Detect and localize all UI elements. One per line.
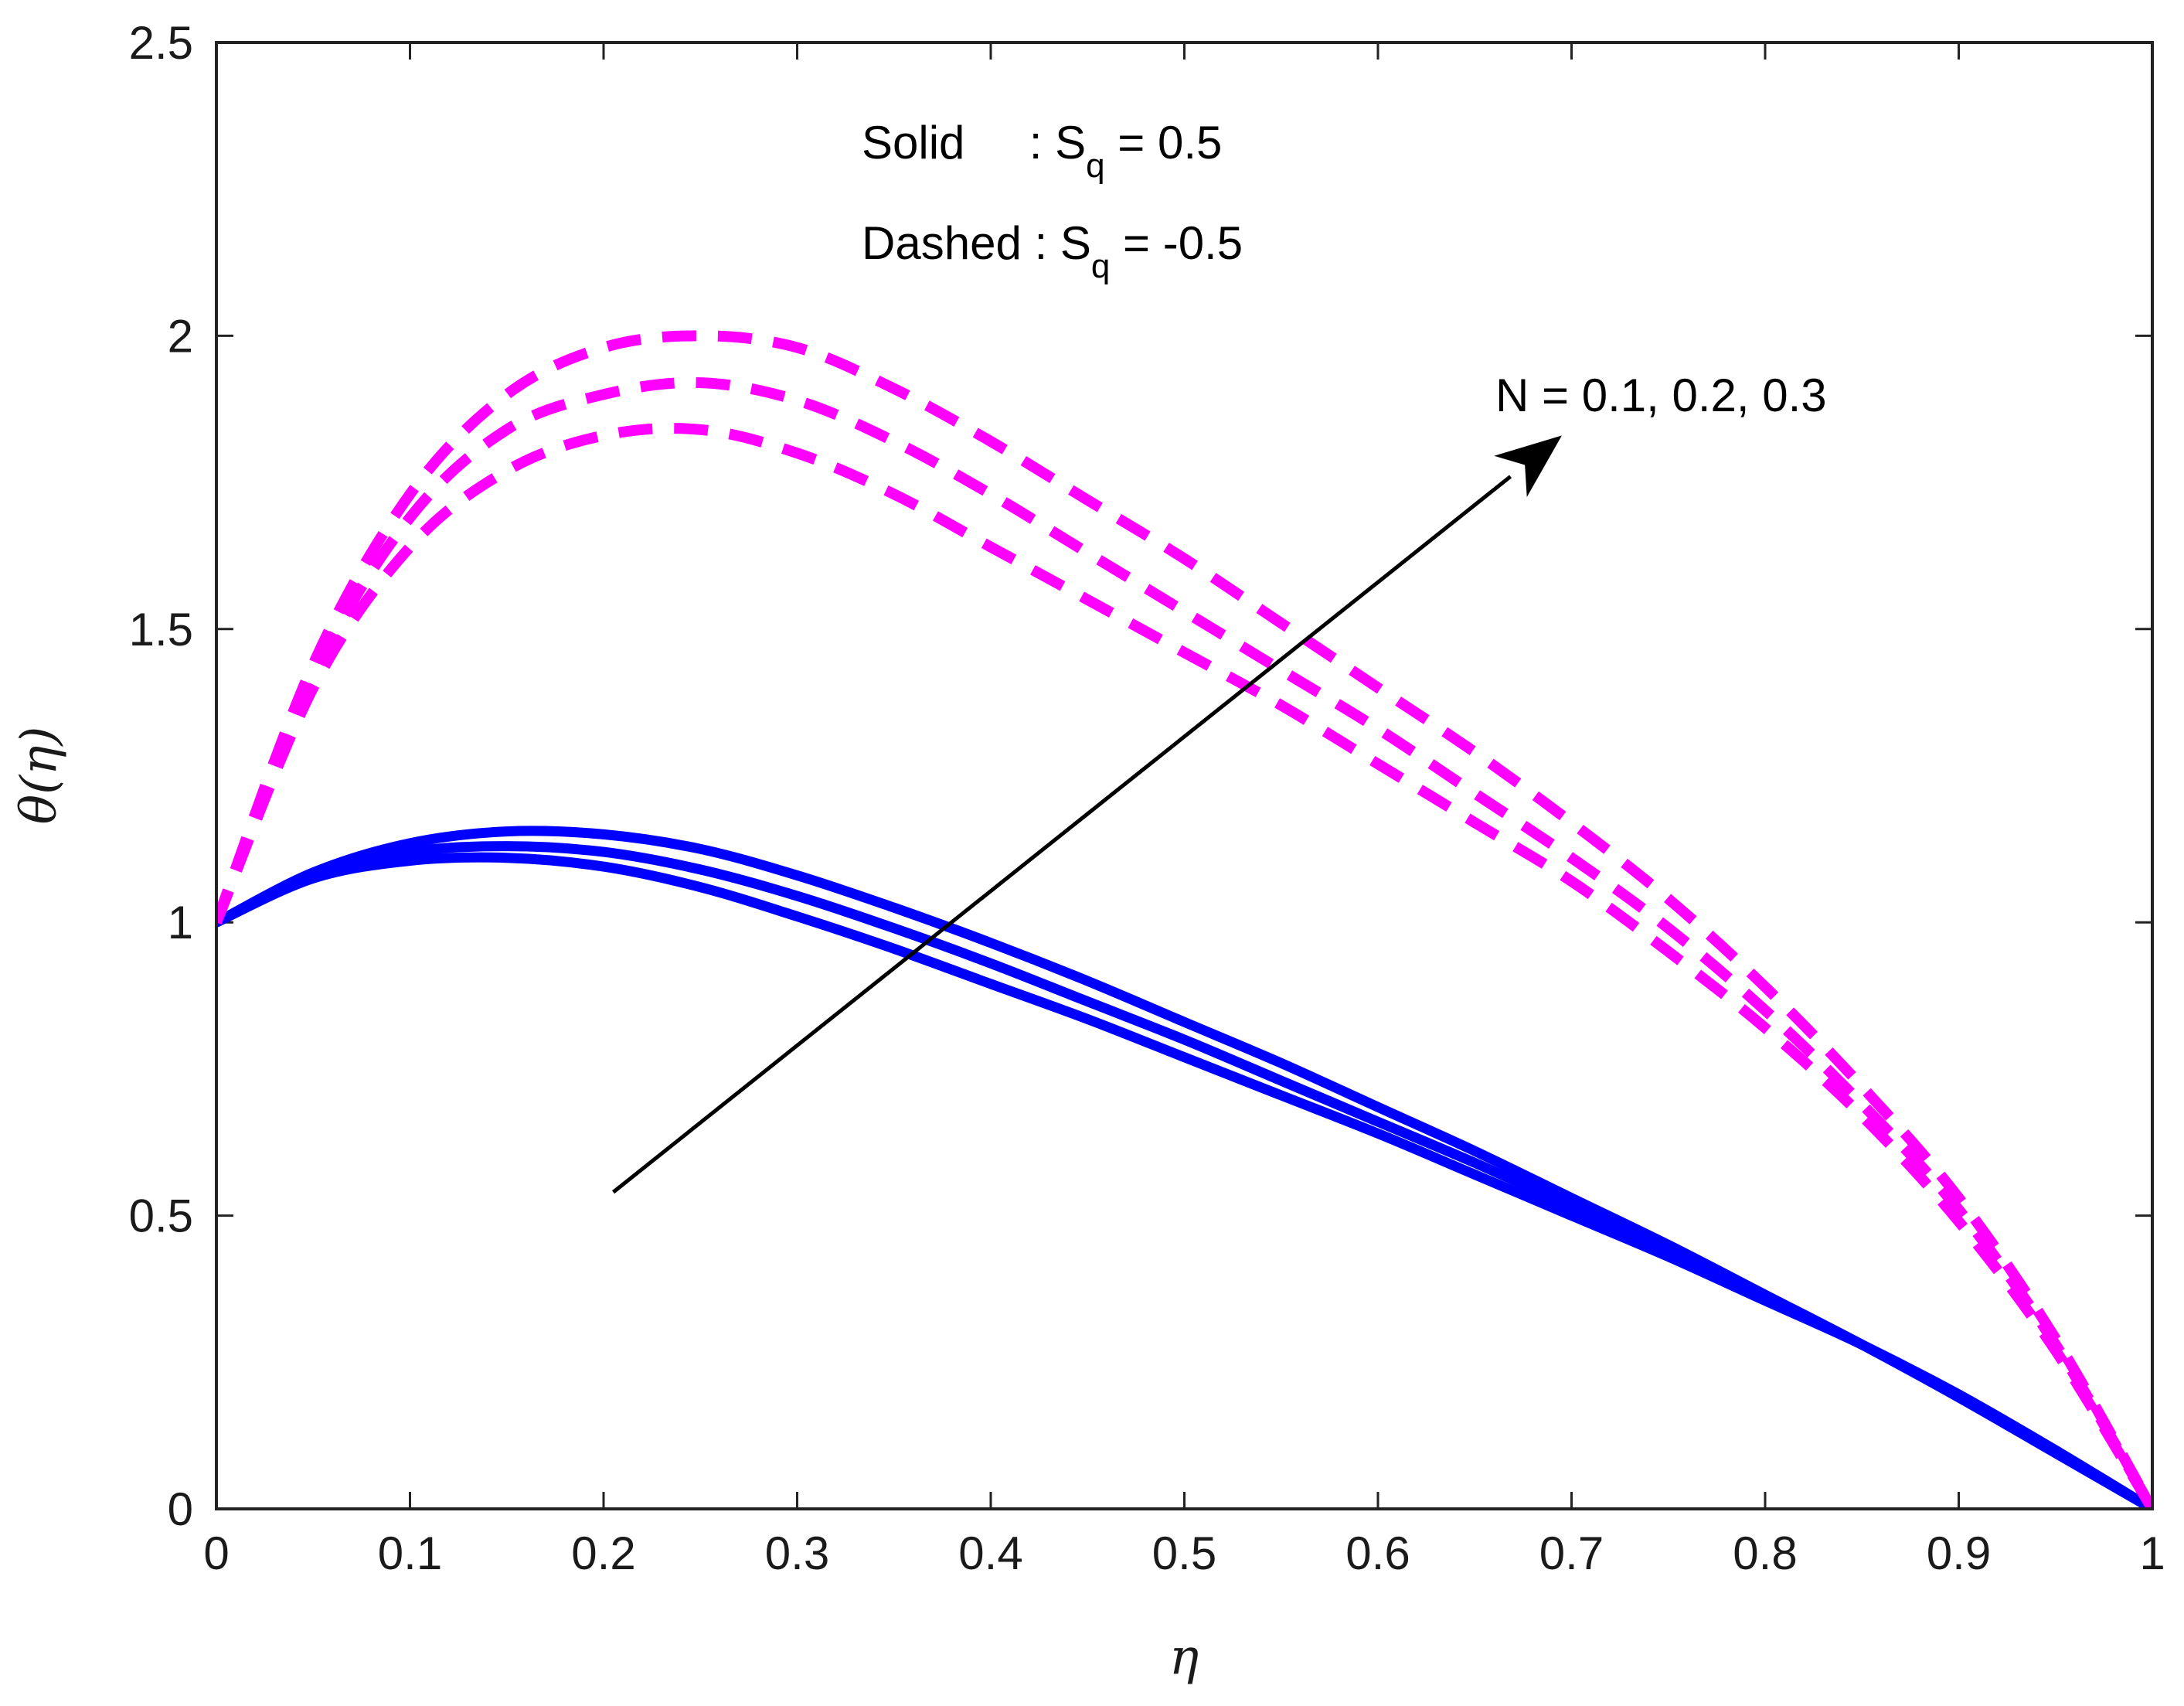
- x-tick-label: 0.9: [1927, 1527, 1991, 1579]
- legend-dashed-value: = -0.5: [1110, 217, 1243, 269]
- series-line-dashed-1: [216, 423, 2152, 1509]
- legend-dashed-text: Dashed : Sq = -0.5: [862, 217, 1243, 285]
- arrow-shaft: [611, 475, 1512, 1194]
- legend-dashed-sub: q: [1091, 247, 1110, 285]
- plot-frame: [215, 41, 2154, 1510]
- y-tick-label: 1.5: [129, 604, 193, 655]
- arrow-annotation: [611, 435, 1562, 1194]
- y-axis-title: θ(η): [11, 727, 68, 825]
- x-tick-label: 0.2: [571, 1527, 635, 1579]
- legend-solid: Solid : Sq = 0.5: [862, 117, 1222, 185]
- series-line-dashed-2: [216, 376, 2152, 1509]
- y-tick-label: 2: [168, 310, 193, 362]
- x-tick-label: 0.6: [1345, 1527, 1410, 1579]
- y-tick-label: 0: [168, 1483, 193, 1535]
- x-tick-label: 1: [2139, 1527, 2165, 1579]
- legend-dashed: Dashed : Sq = -0.5: [862, 217, 1243, 285]
- legend-dashed-label: Dashed : S: [862, 217, 1091, 269]
- x-tick-label: 0: [203, 1527, 229, 1579]
- x-tick-label: 0.3: [765, 1527, 829, 1579]
- legend-solid-text: Solid : Sq = 0.5: [862, 117, 1222, 185]
- legend-solid-sub: q: [1086, 147, 1104, 185]
- x-tick-label: 0.5: [1152, 1527, 1216, 1579]
- series-layer: [216, 330, 2152, 1509]
- y-tick-label: 0.5: [129, 1190, 193, 1242]
- y-tick-label: 2.5: [129, 17, 193, 69]
- tick-labels: 0 0.1 0.2 0.3 0.4 0.5 0.6 0.7 0.8 0.9 1 0 0.5 1 1.5 2 2.…: [129, 17, 2165, 1579]
- x-tick-label: 0.7: [1539, 1527, 1604, 1579]
- legend-solid-value: = 0.5: [1105, 117, 1223, 169]
- y-tick-label: 1: [168, 897, 193, 948]
- series-line-solid-3: [216, 826, 2152, 1509]
- x-axis-title: η: [1169, 1629, 1199, 1686]
- series-line-dashed-3: [216, 330, 2152, 1509]
- arrow-label: N = 0.1, 0.2, 0.3: [1495, 369, 1827, 421]
- x-tick-label: 0.8: [1733, 1527, 1797, 1579]
- arrow-head: [1494, 435, 1562, 497]
- x-tick-label: 0.4: [958, 1527, 1022, 1579]
- x-tick-label: 0.1: [378, 1527, 442, 1579]
- legend-solid-label: Solid : S: [862, 117, 1086, 169]
